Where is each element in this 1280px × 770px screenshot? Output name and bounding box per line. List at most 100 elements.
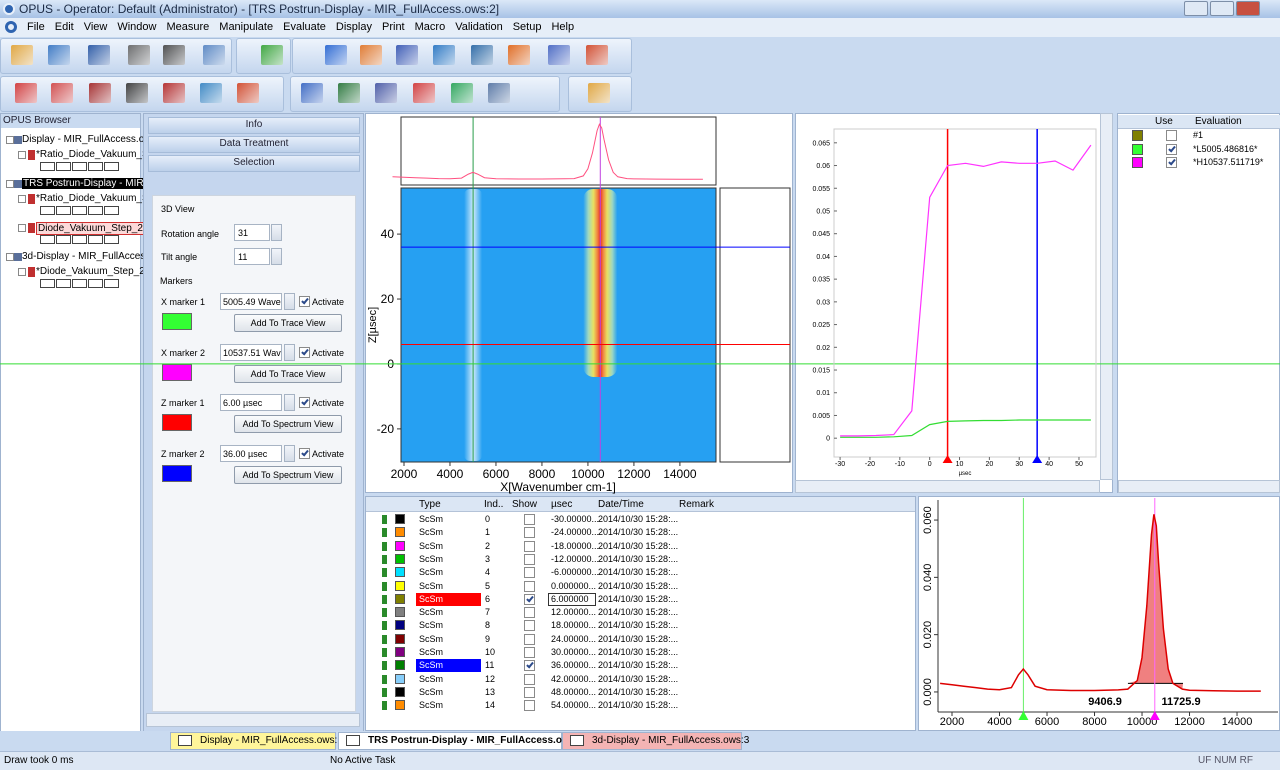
menu-item[interactable]: Edit [54, 21, 74, 33]
spinner[interactable] [284, 394, 295, 411]
toolbar-button[interactable] [200, 41, 228, 69]
menu-item[interactable]: File [27, 21, 45, 33]
checkbox[interactable] [524, 660, 535, 672]
checkbox[interactable] [524, 673, 535, 685]
toolbar-button[interactable] [12, 79, 40, 107]
checkbox[interactable] [524, 593, 535, 605]
button[interactable] [234, 415, 342, 433]
toolbar-button[interactable] [585, 79, 613, 107]
menu-item[interactable]: Window [117, 21, 157, 33]
toolbar-button[interactable] [45, 41, 73, 69]
checkbox[interactable] [524, 514, 535, 525]
checkbox[interactable] [524, 553, 535, 565]
tree-item[interactable]: *Ratio_Diode_Vakuum_S [36, 193, 149, 204]
menu-item[interactable]: Display [335, 21, 372, 33]
tree-item[interactable]: *Ratio_Diode_Vakuum_S [36, 149, 149, 160]
document-tab[interactable] [170, 732, 336, 750]
tree-expander[interactable] [18, 151, 26, 159]
checkbox[interactable] [524, 620, 535, 632]
button[interactable] [234, 465, 342, 484]
checkbox[interactable] [1166, 130, 1177, 141]
checkbox[interactable] [299, 447, 310, 459]
menu-item[interactable]: Print [382, 21, 405, 33]
menu-item[interactable]: Validation [455, 21, 503, 33]
spinner[interactable] [271, 224, 282, 241]
spinner[interactable] [284, 343, 295, 361]
tree-item[interactable]: *Diode_Vakuum_Step_2c [36, 266, 150, 277]
toolbar-button[interactable] [160, 41, 188, 69]
toolbar-button[interactable] [357, 41, 385, 69]
window-button[interactable] [1236, 1, 1260, 16]
checkbox[interactable] [1166, 143, 1177, 155]
toolbar-button[interactable] [372, 79, 400, 107]
toolbar-button[interactable] [123, 79, 151, 107]
checkbox[interactable] [524, 527, 535, 539]
checkbox[interactable] [299, 296, 310, 307]
document-tab[interactable] [338, 732, 562, 750]
toolbar-button[interactable] [48, 79, 76, 107]
checkbox[interactable] [524, 647, 535, 658]
menu-item[interactable]: Macro [414, 21, 446, 33]
spinner[interactable] [284, 293, 295, 310]
toolbar-button[interactable] [393, 41, 421, 69]
window-button[interactable] [1184, 1, 1208, 16]
toolbar-button[interactable] [160, 79, 188, 107]
toolbar-button[interactable] [86, 79, 114, 107]
panel-scrollbar[interactable] [146, 713, 360, 727]
tree-expander[interactable] [6, 180, 14, 188]
toolbar-button[interactable] [125, 41, 153, 69]
menu-item[interactable]: Help [551, 21, 575, 33]
checkbox[interactable] [524, 607, 535, 619]
spinner[interactable] [271, 248, 282, 265]
tree-expander[interactable] [18, 195, 26, 203]
checkbox[interactable] [524, 700, 535, 712]
checkbox[interactable] [524, 633, 535, 645]
document-tab[interactable] [562, 732, 742, 750]
tree-expander[interactable] [18, 268, 26, 276]
toolbar-button[interactable] [8, 41, 36, 69]
marker-color[interactable] [162, 464, 192, 482]
checkbox[interactable] [524, 567, 535, 579]
button[interactable] [234, 364, 342, 383]
menu-item[interactable]: Evaluate [283, 21, 326, 33]
checkbox[interactable] [524, 580, 535, 592]
button[interactable] [234, 314, 342, 332]
window-button[interactable] [1210, 1, 1234, 16]
toolbar-button[interactable] [298, 79, 326, 107]
toolbar-button[interactable] [234, 79, 262, 107]
trace-vscroll[interactable] [1100, 113, 1113, 480]
toolbar-button[interactable] [335, 79, 363, 107]
checkbox[interactable] [1166, 157, 1177, 168]
toolbar-button[interactable] [85, 41, 113, 69]
marker-color[interactable] [162, 313, 192, 330]
checkbox[interactable] [524, 686, 535, 698]
toolbar-button[interactable] [448, 79, 476, 107]
toolbar-button[interactable] [322, 41, 350, 69]
tree-item[interactable]: TRS Postrun-Display - MIR_F [22, 178, 157, 189]
toolbar-button[interactable] [485, 79, 513, 107]
checkbox[interactable] [299, 346, 310, 358]
panel-tab[interactable] [148, 155, 360, 172]
panel-tab[interactable] [148, 117, 360, 134]
spinner[interactable] [284, 444, 295, 462]
tree-expander[interactable] [6, 253, 14, 261]
panel-tab[interactable] [148, 136, 360, 153]
tree-item[interactable]: Display - MIR_FullAccess.ow [22, 134, 152, 145]
checkbox[interactable] [299, 397, 310, 408]
toolbar-button[interactable] [410, 79, 438, 107]
trace-hscroll[interactable] [795, 480, 1100, 493]
toolbar-button[interactable] [545, 41, 573, 69]
tree-expander[interactable] [18, 224, 26, 232]
toolbar-button[interactable] [583, 41, 611, 69]
menu-item[interactable]: Measure [166, 21, 210, 33]
tree-item[interactable]: 3d-Display - MIR_FullAccess. [22, 251, 154, 262]
tree-expander[interactable] [6, 136, 14, 144]
marker-color[interactable] [162, 414, 192, 431]
toolbar-button[interactable] [468, 41, 496, 69]
toolbar-button[interactable] [505, 41, 533, 69]
toolbar-button[interactable] [430, 41, 458, 69]
menu-item[interactable]: Manipulate [219, 21, 274, 33]
toolbar-button[interactable] [258, 41, 286, 69]
checkbox[interactable] [524, 540, 535, 552]
menu-item[interactable]: View [83, 21, 108, 33]
